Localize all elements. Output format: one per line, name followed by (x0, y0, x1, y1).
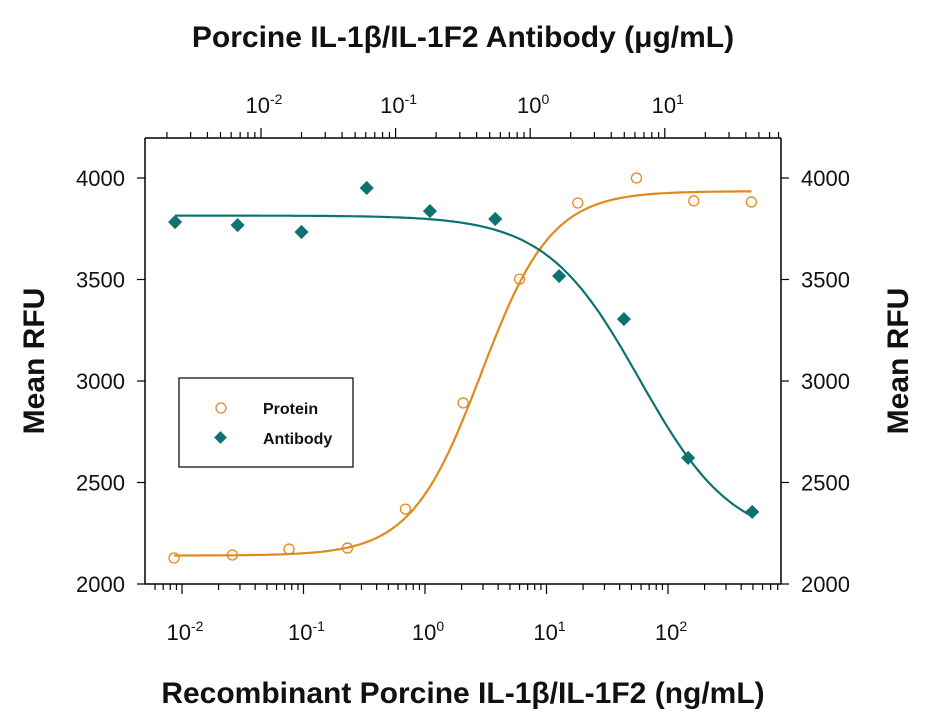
protein-data-point (688, 195, 700, 207)
legend-box (178, 377, 354, 468)
y-tick-label: 3500 (76, 268, 125, 293)
antibody-fit-curve (175, 214, 753, 518)
protein-data-point (168, 552, 180, 564)
protein-data-point (513, 273, 526, 285)
antibody-data-point (616, 312, 632, 327)
antibody-data-point (552, 268, 567, 284)
y-tick-label: 3000 (76, 369, 125, 394)
antibody-data-point (681, 450, 696, 466)
x-tick-label: 10-1 (288, 618, 325, 645)
fit-curves (174, 190, 753, 557)
legend: Protein Antibody (178, 377, 354, 468)
top-axis-title: Porcine IL-1β/IL-1F2 Antibody (μg/mL) (192, 21, 734, 54)
y2-tick-label: 2500 (801, 471, 850, 496)
y2-tick-label: 4000 (801, 166, 850, 191)
x-tick-label: 101 (533, 618, 565, 645)
data-points (168, 172, 760, 564)
x2-tick-label: 101 (652, 91, 684, 118)
axis-tick-labels: 2000 2000 2500 2500 3000 3000 3500 3500 4000 4000… (76, 91, 850, 645)
protein-fit-curve (174, 190, 752, 557)
x-tick-label: 10-2 (167, 618, 204, 645)
protein-data-point (745, 196, 758, 208)
left-axis-title: Mean RFU (18, 288, 51, 435)
antibody-data-point (168, 214, 183, 230)
antibody-data-point (359, 180, 374, 196)
protein-data-point (226, 549, 239, 561)
antibody-data-point (422, 204, 438, 219)
protein-data-point (341, 542, 354, 554)
legend-label-antibody: Antibody (263, 431, 332, 448)
protein-data-point (630, 172, 643, 184)
y2-tick-label: 2000 (801, 572, 850, 597)
protein-data-point (457, 397, 469, 409)
antibody-data-point (294, 224, 309, 240)
protein-legend-marker-icon (215, 402, 227, 414)
y-tick-label: 2500 (76, 471, 125, 496)
y-tick-label: 2000 (76, 572, 125, 597)
antibody-legend-marker-icon (214, 431, 227, 444)
protein-data-point (399, 503, 412, 515)
plot-frame (144, 137, 782, 585)
protein-data-point (572, 197, 584, 209)
y-tick-label: 4000 (76, 166, 125, 191)
x-tick-label: 102 (655, 618, 687, 645)
bottom-axis-title: Recombinant Porcine IL-1β/IL-1F2 (ng/mL) (161, 677, 764, 710)
antibody-data-point (745, 504, 760, 520)
right-axis-title: Mean RFU (882, 288, 915, 435)
x2-tick-label: 100 (517, 91, 549, 118)
legend-label-protein: Protein (263, 401, 318, 418)
x-tick-label: 100 (412, 618, 444, 645)
y2-tick-label: 3500 (801, 268, 850, 293)
x2-tick-label: 10-1 (380, 91, 417, 118)
antibody-data-point (488, 211, 503, 227)
protein-data-point (283, 543, 295, 555)
axis-ticks (137, 128, 789, 594)
x2-tick-label: 10-2 (246, 91, 283, 118)
y2-tick-label: 3000 (801, 369, 850, 394)
antibody-data-point (230, 218, 245, 233)
